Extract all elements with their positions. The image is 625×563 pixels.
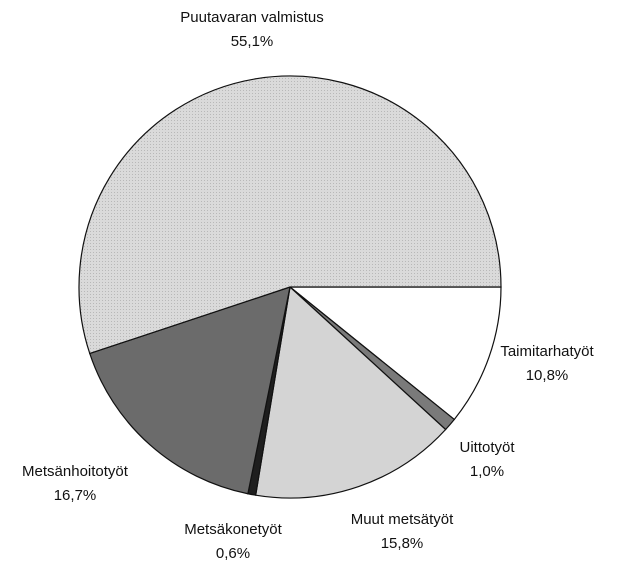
slice-label: Puutavaran valmistus bbox=[180, 9, 323, 26]
slice-label: Uittotyöt bbox=[459, 439, 515, 456]
label-bg bbox=[457, 437, 518, 457]
slice-label: Taimitarhatyöt bbox=[500, 343, 594, 360]
label-bg bbox=[498, 341, 597, 361]
slice-label: Metsäkonetyöt bbox=[184, 521, 282, 538]
slice-value-label: 16,7% bbox=[54, 487, 97, 504]
slice-value-label: 1,0% bbox=[470, 463, 504, 480]
slice-value-label: 0,6% bbox=[216, 545, 250, 562]
slice-label: Muut metsätyöt bbox=[351, 511, 454, 528]
pie-slice bbox=[288, 286, 502, 421]
slice-value-label: 10,8% bbox=[526, 367, 569, 384]
slice-value-label: 55,1% bbox=[231, 33, 274, 50]
pie-slice bbox=[254, 285, 447, 499]
slice-label: Metsänhoitotyöt bbox=[22, 463, 129, 480]
slice-value-label: 15,8% bbox=[381, 535, 424, 552]
label-bg bbox=[182, 519, 285, 539]
label-bg bbox=[178, 7, 326, 27]
label-bg bbox=[348, 509, 457, 529]
pie-slice bbox=[78, 75, 502, 355]
label-bg bbox=[20, 461, 131, 481]
pie-slice bbox=[88, 286, 291, 495]
